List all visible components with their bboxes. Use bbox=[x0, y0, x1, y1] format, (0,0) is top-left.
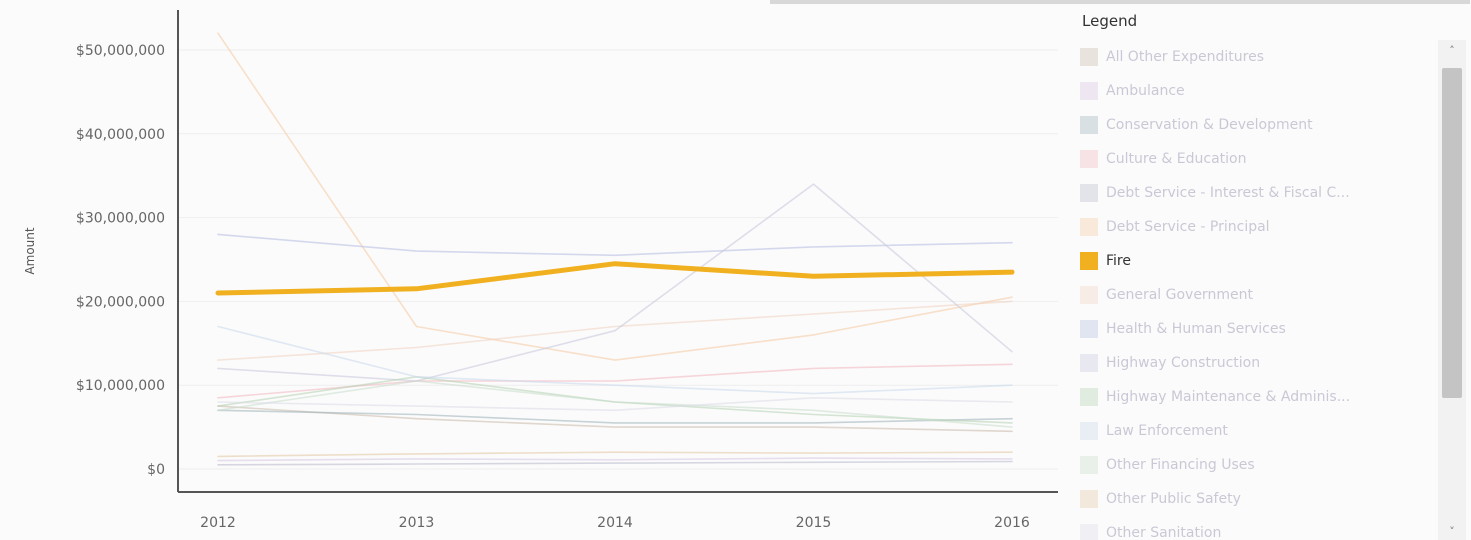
legend-item[interactable]: Debt Service - Interest & Fiscal C... bbox=[1080, 176, 1440, 210]
legend-item[interactable]: Law Enforcement bbox=[1080, 414, 1440, 448]
axes bbox=[177, 10, 1058, 493]
series-line-highway-construction[interactable] bbox=[217, 183, 1013, 382]
legend-label: Health & Human Services bbox=[1106, 321, 1286, 337]
legend-swatch bbox=[1080, 320, 1098, 338]
legend-panel: Legend All Other Expenditures Ambulance Co… bbox=[1070, 10, 1470, 540]
legend-label: Other Financing Uses bbox=[1106, 457, 1255, 473]
series-line-conservation-development[interactable] bbox=[217, 409, 1013, 424]
x-tick-label: 2012 bbox=[200, 515, 236, 531]
legend-swatch bbox=[1080, 252, 1098, 270]
series-line-health-human-services[interactable] bbox=[217, 233, 1013, 257]
series-line-law-enforcement[interactable] bbox=[217, 325, 1013, 395]
legend-swatch bbox=[1080, 82, 1098, 100]
legend-label: Other Public Safety bbox=[1106, 491, 1241, 507]
legend-item[interactable]: General Government bbox=[1080, 278, 1440, 312]
legend-swatch bbox=[1080, 184, 1098, 202]
legend-swatch bbox=[1080, 48, 1098, 66]
legend-swatch bbox=[1080, 286, 1098, 304]
line-chart: $0 $10,000,000 $20,000,000 $30,000,000 $40,0… bbox=[23, 10, 1058, 531]
grid-lines bbox=[178, 49, 1058, 470]
legend-item[interactable]: Culture & Education bbox=[1080, 142, 1440, 176]
series-line-debt-service-principal[interactable] bbox=[217, 32, 1013, 361]
legend-swatch bbox=[1080, 490, 1098, 508]
legend-label: Law Enforcement bbox=[1106, 423, 1228, 439]
legend-swatch bbox=[1080, 388, 1098, 406]
top-toolbar-edge bbox=[770, 0, 1470, 4]
legend-item[interactable]: Other Financing Uses bbox=[1080, 448, 1440, 482]
series-lines bbox=[215, 32, 1015, 466]
y-tick-label: $10,000,000 bbox=[76, 378, 165, 394]
legend-item[interactable]: Fire bbox=[1080, 244, 1440, 278]
legend-item[interactable]: Highway Construction bbox=[1080, 346, 1440, 380]
x-tick-label: 2013 bbox=[399, 515, 435, 531]
legend-swatch bbox=[1080, 218, 1098, 236]
series-line-other-public-safety[interactable] bbox=[217, 451, 1013, 458]
y-tick-label: $30,000,000 bbox=[76, 211, 165, 227]
legend-label: Ambulance bbox=[1106, 83, 1185, 99]
series-line-other-sanitation[interactable] bbox=[217, 396, 1013, 412]
y-tick-label: $40,000,000 bbox=[76, 127, 165, 143]
legend-scrollbar[interactable]: ˄ ˅ bbox=[1438, 40, 1466, 540]
scroll-thumb[interactable] bbox=[1442, 68, 1462, 398]
legend-swatch bbox=[1080, 354, 1098, 372]
series-line-fire[interactable] bbox=[215, 261, 1015, 296]
y-axis-title: Amount bbox=[23, 227, 37, 274]
legend-item[interactable]: All Other Expenditures bbox=[1080, 40, 1440, 74]
legend-swatch bbox=[1080, 116, 1098, 134]
legend-label: Debt Service - Interest & Fiscal C... bbox=[1106, 185, 1350, 201]
chevron-down-icon[interactable]: ˅ bbox=[1449, 525, 1455, 538]
legend-item[interactable]: Other Sanitation bbox=[1080, 516, 1440, 540]
legend-label: Culture & Education bbox=[1106, 151, 1247, 167]
legend-label: Fire bbox=[1106, 253, 1131, 269]
x-tick-label: 2014 bbox=[597, 515, 633, 531]
legend-item[interactable]: Ambulance bbox=[1080, 74, 1440, 108]
legend-item[interactable]: Health & Human Services bbox=[1080, 312, 1440, 346]
legend-label: Debt Service - Principal bbox=[1106, 219, 1270, 235]
legend-item[interactable]: Debt Service - Principal bbox=[1080, 210, 1440, 244]
y-tick-labels: $0 $10,000,000 $20,000,000 $30,000,000 $40,0… bbox=[76, 43, 165, 478]
legend-label: Conservation & Development bbox=[1106, 117, 1313, 133]
legend-item[interactable]: Highway Maintenance & Adminis... bbox=[1080, 380, 1440, 414]
legend-label: General Government bbox=[1106, 287, 1253, 303]
y-tick-label: $50,000,000 bbox=[76, 43, 165, 59]
series-line-other-financing-uses[interactable] bbox=[217, 380, 1013, 428]
legend-label: Highway Maintenance & Adminis... bbox=[1106, 389, 1351, 405]
series-line-general-government[interactable] bbox=[217, 300, 1013, 361]
series-line-debt-service-interest-fiscal-charges[interactable] bbox=[217, 460, 1013, 466]
legend-title: Legend bbox=[1082, 12, 1138, 30]
legend-list: All Other Expenditures Ambulance Conservat… bbox=[1080, 40, 1440, 540]
chevron-up-icon[interactable]: ˄ bbox=[1449, 44, 1455, 57]
y-tick-label: $20,000,000 bbox=[76, 294, 165, 310]
x-tick-labels: 2012 2013 2014 2015 2016 bbox=[200, 515, 1030, 531]
x-tick-label: 2015 bbox=[796, 515, 832, 531]
y-tick-label: $0 bbox=[147, 462, 165, 478]
series-line-all-other-expenditures[interactable] bbox=[217, 405, 1013, 433]
legend-swatch bbox=[1080, 150, 1098, 168]
legend-swatch bbox=[1080, 422, 1098, 440]
legend-label: Other Sanitation bbox=[1106, 525, 1222, 540]
legend-item[interactable]: Conservation & Development bbox=[1080, 108, 1440, 142]
legend-label: All Other Expenditures bbox=[1106, 49, 1265, 65]
legend-label: Highway Construction bbox=[1106, 355, 1261, 371]
legend-swatch bbox=[1080, 456, 1098, 474]
legend-item[interactable]: Other Public Safety bbox=[1080, 482, 1440, 516]
legend-swatch bbox=[1080, 524, 1098, 540]
x-tick-label: 2016 bbox=[994, 515, 1030, 531]
series-line-ambulance[interactable] bbox=[217, 457, 1013, 462]
